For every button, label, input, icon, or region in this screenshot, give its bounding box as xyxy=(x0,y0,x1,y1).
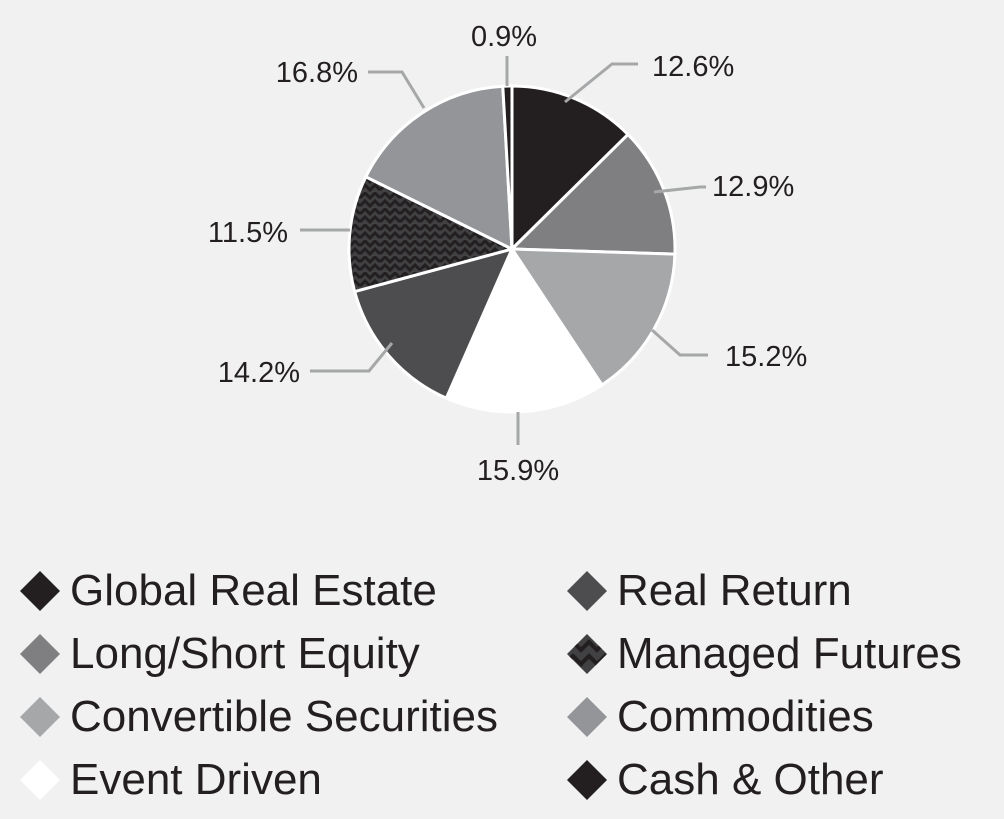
pie-slice-global-real-estate xyxy=(510,84,630,251)
leader-lines xyxy=(300,56,708,445)
legend-item-event-driven: Event Driven xyxy=(18,749,322,811)
slice-value-label: 0.9% xyxy=(471,21,537,53)
pie-slice-event-driven xyxy=(444,247,604,414)
pie-slice-convertible-securities xyxy=(510,247,677,387)
slice-value-label: 15.9% xyxy=(477,455,559,487)
leader-line xyxy=(368,70,426,109)
slice-value-label: 16.8% xyxy=(276,57,358,89)
leader-line xyxy=(651,328,708,357)
legend-label: Managed Futures xyxy=(617,629,962,678)
legend-item-managed-futures: Managed Futures xyxy=(565,623,962,685)
diamond-marker-icon xyxy=(20,760,60,800)
legend-item-global-real-estate: Global Real Estate xyxy=(18,560,437,622)
leader-line xyxy=(653,185,706,194)
pie-slice-cash-other xyxy=(501,84,514,251)
pie-slice-managed-futures xyxy=(347,175,514,294)
pie-slices xyxy=(347,84,677,414)
legend-label: Commodities xyxy=(617,692,874,741)
diamond-marker-icon xyxy=(20,634,60,674)
legend-item-commodities: Commodities xyxy=(565,686,874,748)
slice-value-label: 11.5% xyxy=(208,217,288,249)
legend-label: Event Driven xyxy=(70,755,322,804)
legend: Global Real Estate Long/Short Equity Con… xyxy=(0,560,1004,810)
legend-item-cash-other: Cash & Other xyxy=(565,749,884,811)
slice-value-label: 12.9% xyxy=(712,171,794,203)
pie-slice-real-return xyxy=(353,247,514,400)
diamond-zigzag-marker-icon xyxy=(567,634,607,674)
slice-value-label: 15.2% xyxy=(725,341,807,373)
leader-line xyxy=(564,62,638,104)
legend-item-long-short-equity: Long/Short Equity xyxy=(18,623,420,685)
diamond-marker-icon xyxy=(567,571,607,611)
diamond-marker-icon xyxy=(20,571,60,611)
pie-chart: 12.6% 12.9% 15.2% 15.9% 14.2% 11.5% 16.8% 0.9% xyxy=(208,21,807,487)
slice-labels: 12.6% 12.9% 15.2% 15.9% 14.2% 11.5% 16.8% 0.9% xyxy=(208,21,807,487)
leader-line xyxy=(310,342,394,373)
legend-label: Convertible Securities xyxy=(70,692,498,741)
pie-slice-commodities xyxy=(364,84,514,251)
diamond-marker-icon xyxy=(567,760,607,800)
legend-label: Long/Short Equity xyxy=(70,629,420,678)
slice-value-label: 12.6% xyxy=(652,51,734,83)
diamond-marker-icon xyxy=(20,697,60,737)
legend-item-real-return: Real Return xyxy=(565,560,852,622)
legend-item-convertible-securities: Convertible Securities xyxy=(18,686,498,748)
slice-value-label: 14.2% xyxy=(218,357,300,389)
legend-label: Real Return xyxy=(617,566,852,615)
legend-label: Cash & Other xyxy=(617,755,884,804)
legend-label: Global Real Estate xyxy=(70,566,437,615)
diamond-marker-icon xyxy=(567,697,607,737)
